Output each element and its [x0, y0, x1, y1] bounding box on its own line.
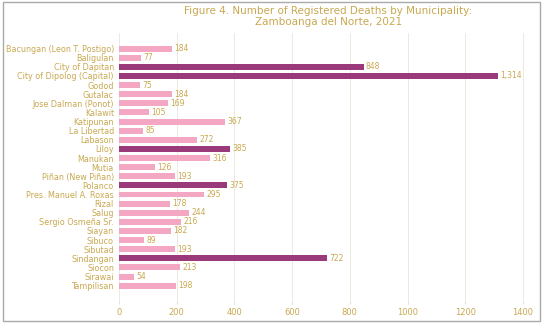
Text: 178: 178	[173, 199, 187, 208]
Text: 295: 295	[206, 190, 221, 199]
Text: 184: 184	[174, 44, 188, 53]
Text: 272: 272	[200, 135, 214, 144]
Bar	[119, 91, 172, 97]
Text: 89: 89	[147, 235, 156, 245]
Bar	[119, 137, 197, 143]
Bar	[119, 164, 155, 170]
Bar	[119, 73, 498, 79]
Text: 216: 216	[184, 217, 198, 226]
Bar	[119, 100, 168, 106]
Text: 375: 375	[229, 181, 244, 190]
Bar	[119, 237, 144, 243]
Bar	[119, 283, 176, 289]
Text: 1,314: 1,314	[501, 71, 522, 80]
Bar	[119, 64, 364, 70]
Text: 184: 184	[174, 90, 188, 99]
Text: 77: 77	[143, 53, 153, 62]
Bar	[119, 173, 174, 179]
Bar	[119, 219, 181, 225]
Text: 182: 182	[174, 226, 188, 235]
Bar	[119, 210, 190, 216]
Text: 75: 75	[143, 80, 153, 89]
Text: 54: 54	[137, 272, 147, 281]
Text: 193: 193	[177, 172, 191, 181]
Bar	[119, 228, 172, 234]
Bar	[119, 155, 210, 161]
Text: 126: 126	[157, 163, 172, 172]
Bar	[119, 119, 225, 125]
Text: 316: 316	[212, 153, 227, 162]
Bar	[119, 192, 204, 197]
Bar	[119, 82, 141, 88]
Text: 85: 85	[146, 126, 155, 135]
Bar	[119, 246, 174, 252]
Text: 169: 169	[170, 99, 185, 108]
Bar	[119, 128, 143, 134]
Bar	[119, 109, 149, 115]
Bar	[119, 274, 134, 279]
Bar	[119, 265, 180, 270]
Bar	[119, 201, 170, 207]
Bar	[119, 55, 141, 61]
Text: 213: 213	[182, 263, 197, 272]
Text: 193: 193	[177, 245, 191, 254]
Bar	[119, 46, 172, 52]
Text: 385: 385	[232, 144, 247, 153]
Text: 244: 244	[192, 208, 206, 217]
Bar	[119, 255, 327, 261]
Text: 105: 105	[151, 108, 166, 117]
Bar	[119, 182, 227, 188]
Text: 367: 367	[227, 117, 242, 126]
Title: Figure 4. Number of Registered Deaths by Municipality:
Zamboanga del Norte, 2021: Figure 4. Number of Registered Deaths by…	[184, 5, 472, 27]
Text: 848: 848	[366, 62, 380, 71]
Text: 198: 198	[178, 281, 193, 290]
Text: 722: 722	[330, 254, 344, 263]
Bar	[119, 146, 230, 152]
